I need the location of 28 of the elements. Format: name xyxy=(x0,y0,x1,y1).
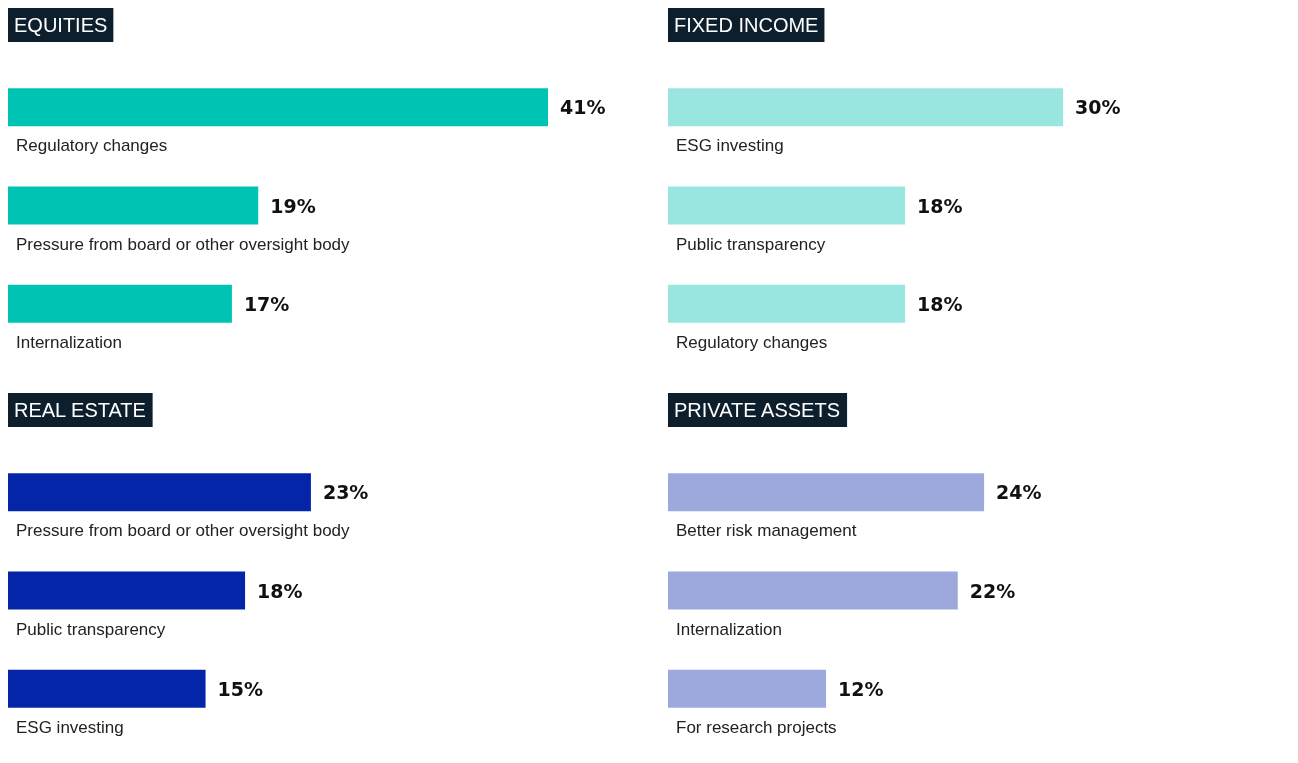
y-tick-label: Internalization xyxy=(16,332,122,352)
data-label: 17% xyxy=(243,292,290,315)
data-label: 19% xyxy=(270,194,316,217)
y-tick-label: Public transparency xyxy=(16,619,166,639)
y-tick-label: Better risk management xyxy=(676,521,857,541)
chart-title: FIXED INCOME xyxy=(674,14,819,36)
data-label: 22% xyxy=(969,579,1016,602)
y-tick-label: Pressure from board or other oversight body xyxy=(16,521,351,541)
data-label: 24% xyxy=(996,481,1042,504)
y-tick-label: Internalization xyxy=(676,619,782,639)
data-label: 30% xyxy=(1075,96,1121,119)
chart-title: EQUITIES xyxy=(14,14,108,36)
y-tick-label: ESG investing xyxy=(16,717,124,737)
y-tick-label: Regulatory changes xyxy=(676,332,828,352)
data-label: 41% xyxy=(560,96,606,119)
y-tick-label: ESG investing xyxy=(676,136,784,156)
data-label: 18% xyxy=(917,194,963,217)
data-label: 12% xyxy=(838,677,884,700)
y-tick-label: Public transparency xyxy=(676,234,826,254)
data-label: 18% xyxy=(257,579,303,602)
data-label: 18% xyxy=(917,292,963,315)
y-tick-label: Pressure from board or other oversight body xyxy=(16,234,351,254)
data-label: 23% xyxy=(322,481,369,504)
y-tick-label: For research projects xyxy=(676,717,837,737)
chart-title: PRIVATE ASSETS xyxy=(674,399,840,421)
data-label: 15% xyxy=(217,677,264,700)
chart-title: REAL ESTATE xyxy=(14,399,146,421)
y-tick-label: Regulatory changes xyxy=(16,136,168,156)
